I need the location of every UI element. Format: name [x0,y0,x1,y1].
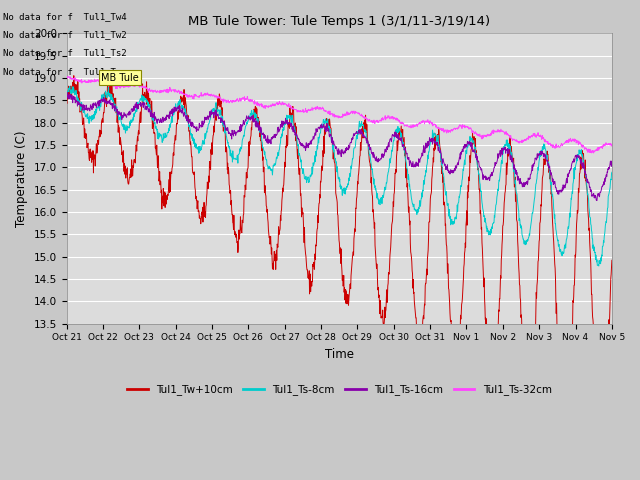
X-axis label: Time: Time [324,348,354,361]
Text: No data for f  Tul1_Tw2: No data for f Tul1_Tw2 [3,30,127,39]
Title: MB Tule Tower: Tule Temps 1 (3/1/11-3/19/14): MB Tule Tower: Tule Temps 1 (3/1/11-3/19… [188,15,490,28]
Text: MB Tule: MB Tule [101,73,139,83]
Legend: Tul1_Tw+10cm, Tul1_Ts-8cm, Tul1_Ts-16cm, Tul1_Ts-32cm: Tul1_Tw+10cm, Tul1_Ts-8cm, Tul1_Ts-16cm,… [122,380,556,399]
Text: No data for f  Tul1_Ts: No data for f Tul1_Ts [3,67,122,76]
Text: No data for f  Tul1_Tw4: No data for f Tul1_Tw4 [3,12,127,21]
Text: No data for f  Tul1_Ts2: No data for f Tul1_Ts2 [3,48,127,58]
Y-axis label: Temperature (C): Temperature (C) [15,130,28,227]
